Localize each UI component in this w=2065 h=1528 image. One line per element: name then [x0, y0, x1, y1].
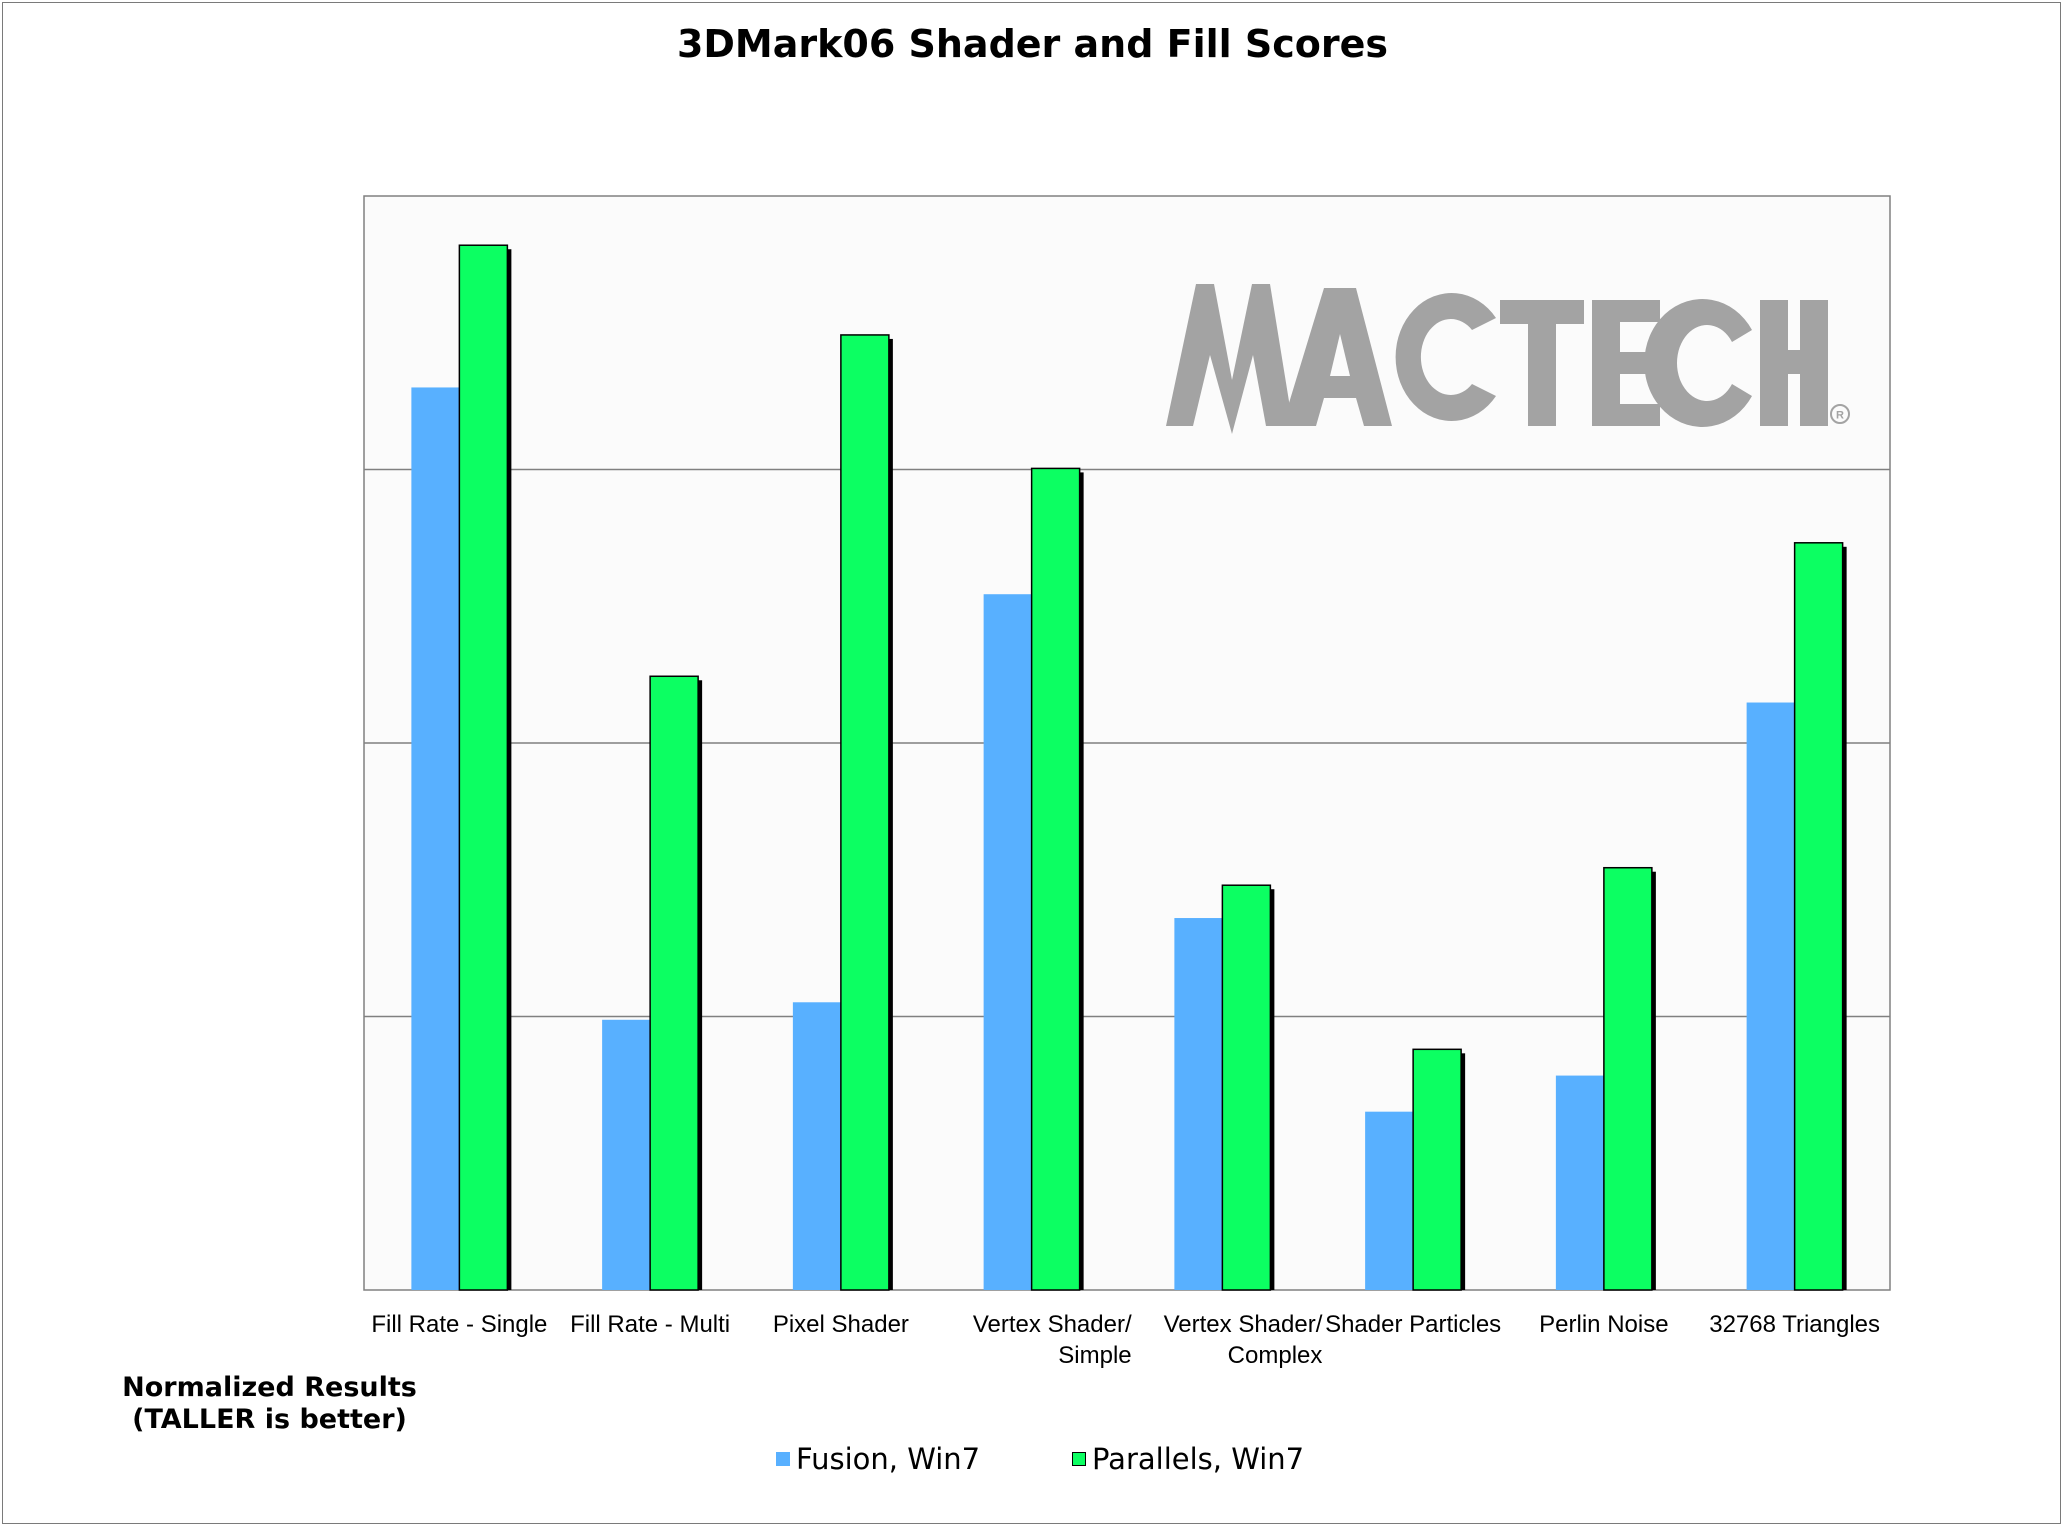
- x-tick-label-1: Fill Rate - Multi: [570, 1311, 730, 1338]
- x-tick-label-5: Shader Particles: [1325, 1311, 1501, 1338]
- legend-swatch-fusion: [776, 1452, 790, 1466]
- x-tick-label-0: Fill Rate - Single: [371, 1311, 547, 1338]
- bar-group: [411, 244, 1847, 1291]
- bar-fusion-6: [1555, 1075, 1604, 1290]
- bar-fusion-7: [1746, 702, 1795, 1290]
- bar-fusion-3: [983, 594, 1032, 1290]
- bar-parallels-6: [1603, 866, 1653, 1291]
- x-tick-label-line: Simple: [1058, 1342, 1131, 1369]
- note-line-1: Normalized Results: [122, 1372, 417, 1403]
- bar-parallels-2: [840, 334, 890, 1291]
- bar-fusion-4: [1174, 918, 1223, 1290]
- bar-parallels-3: [1030, 467, 1081, 1291]
- bar-parallels-4: [1221, 884, 1272, 1291]
- x-tick-label-line: Shader Particles: [1325, 1311, 1501, 1338]
- x-tick-label-line: Vertex Shader/: [973, 1311, 1132, 1338]
- x-tick-label-line: 32768 Triangles: [1709, 1311, 1880, 1338]
- bar-parallels-7: [1793, 542, 1844, 1291]
- legend-label-parallels: Parallels, Win7: [1092, 1442, 1305, 1476]
- x-tick-label-4: Vertex Shader/Complex: [1164, 1311, 1323, 1369]
- bar-fusion-2: [792, 1002, 841, 1290]
- x-tick-label-line: Fill Rate - Single: [371, 1311, 547, 1338]
- bar-fusion-5: [1365, 1111, 1414, 1290]
- x-axis-labels: Fill Rate - Single Fill Rate - Multi Pixel…: [371, 1311, 1880, 1369]
- x-tick-label-2: Pixel Shader: [773, 1311, 909, 1338]
- legend-item-fusion: Fusion, Win7: [776, 1442, 980, 1476]
- mactech-logo: R: [1166, 284, 1850, 434]
- svg-text:R: R: [1836, 410, 1844, 422]
- legend-label-fusion: Fusion, Win7: [796, 1442, 981, 1476]
- chart-title: 3DMark06 Shader and Fill Scores: [676, 22, 1389, 66]
- legend-swatch-parallels: [1072, 1452, 1086, 1466]
- x-tick-label-line: Complex: [1228, 1342, 1323, 1369]
- x-tick-label-line: Perlin Noise: [1539, 1311, 1668, 1338]
- x-tick-label-line: Vertex Shader/: [1164, 1311, 1323, 1338]
- bar-fusion-0: [411, 387, 460, 1290]
- axis-note: Normalized Results (TALLER is better): [92, 1372, 447, 1436]
- bar-parallels-1: [649, 675, 699, 1291]
- x-tick-label-7: 32768 Triangles: [1709, 1311, 1880, 1338]
- x-tick-label-line: Fill Rate - Multi: [570, 1311, 730, 1338]
- bar-parallels-0: [458, 244, 509, 1291]
- x-tick-label-line: Pixel Shader: [773, 1311, 909, 1338]
- x-tick-label-3: Vertex Shader/Simple: [973, 1311, 1132, 1369]
- bar-fusion-1: [602, 1019, 651, 1290]
- legend: Fusion, Win7 Parallels, Win7: [0, 1442, 2065, 1482]
- legend-item-parallels: Parallels, Win7: [1072, 1442, 1304, 1476]
- bar-parallels-5: [1412, 1048, 1462, 1291]
- note-line-2: (TALLER is better): [132, 1404, 407, 1435]
- x-tick-label-6: Perlin Noise: [1539, 1311, 1668, 1338]
